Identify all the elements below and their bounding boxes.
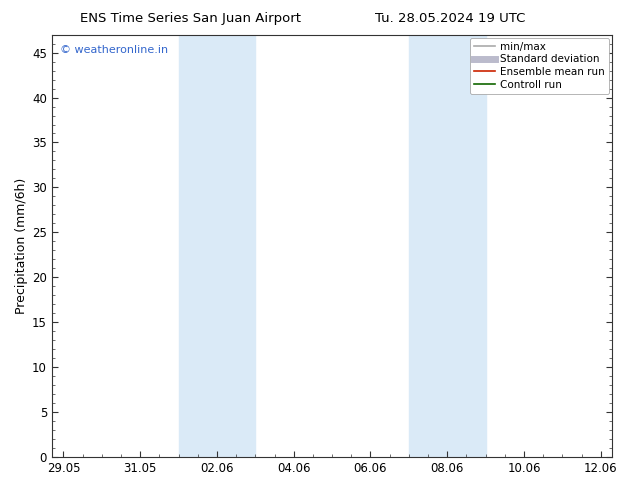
Y-axis label: Precipitation (mm/6h): Precipitation (mm/6h) [15, 178, 28, 314]
Legend: min/max, Standard deviation, Ensemble mean run, Controll run: min/max, Standard deviation, Ensemble me… [470, 38, 609, 94]
Text: © weatheronline.in: © weatheronline.in [60, 45, 169, 55]
Bar [409, 35, 486, 457]
Text: ENS Time Series San Juan Airport: ENS Time Series San Juan Airport [80, 12, 301, 25]
Bar [179, 35, 256, 457]
Text: Tu. 28.05.2024 19 UTC: Tu. 28.05.2024 19 UTC [375, 12, 526, 25]
